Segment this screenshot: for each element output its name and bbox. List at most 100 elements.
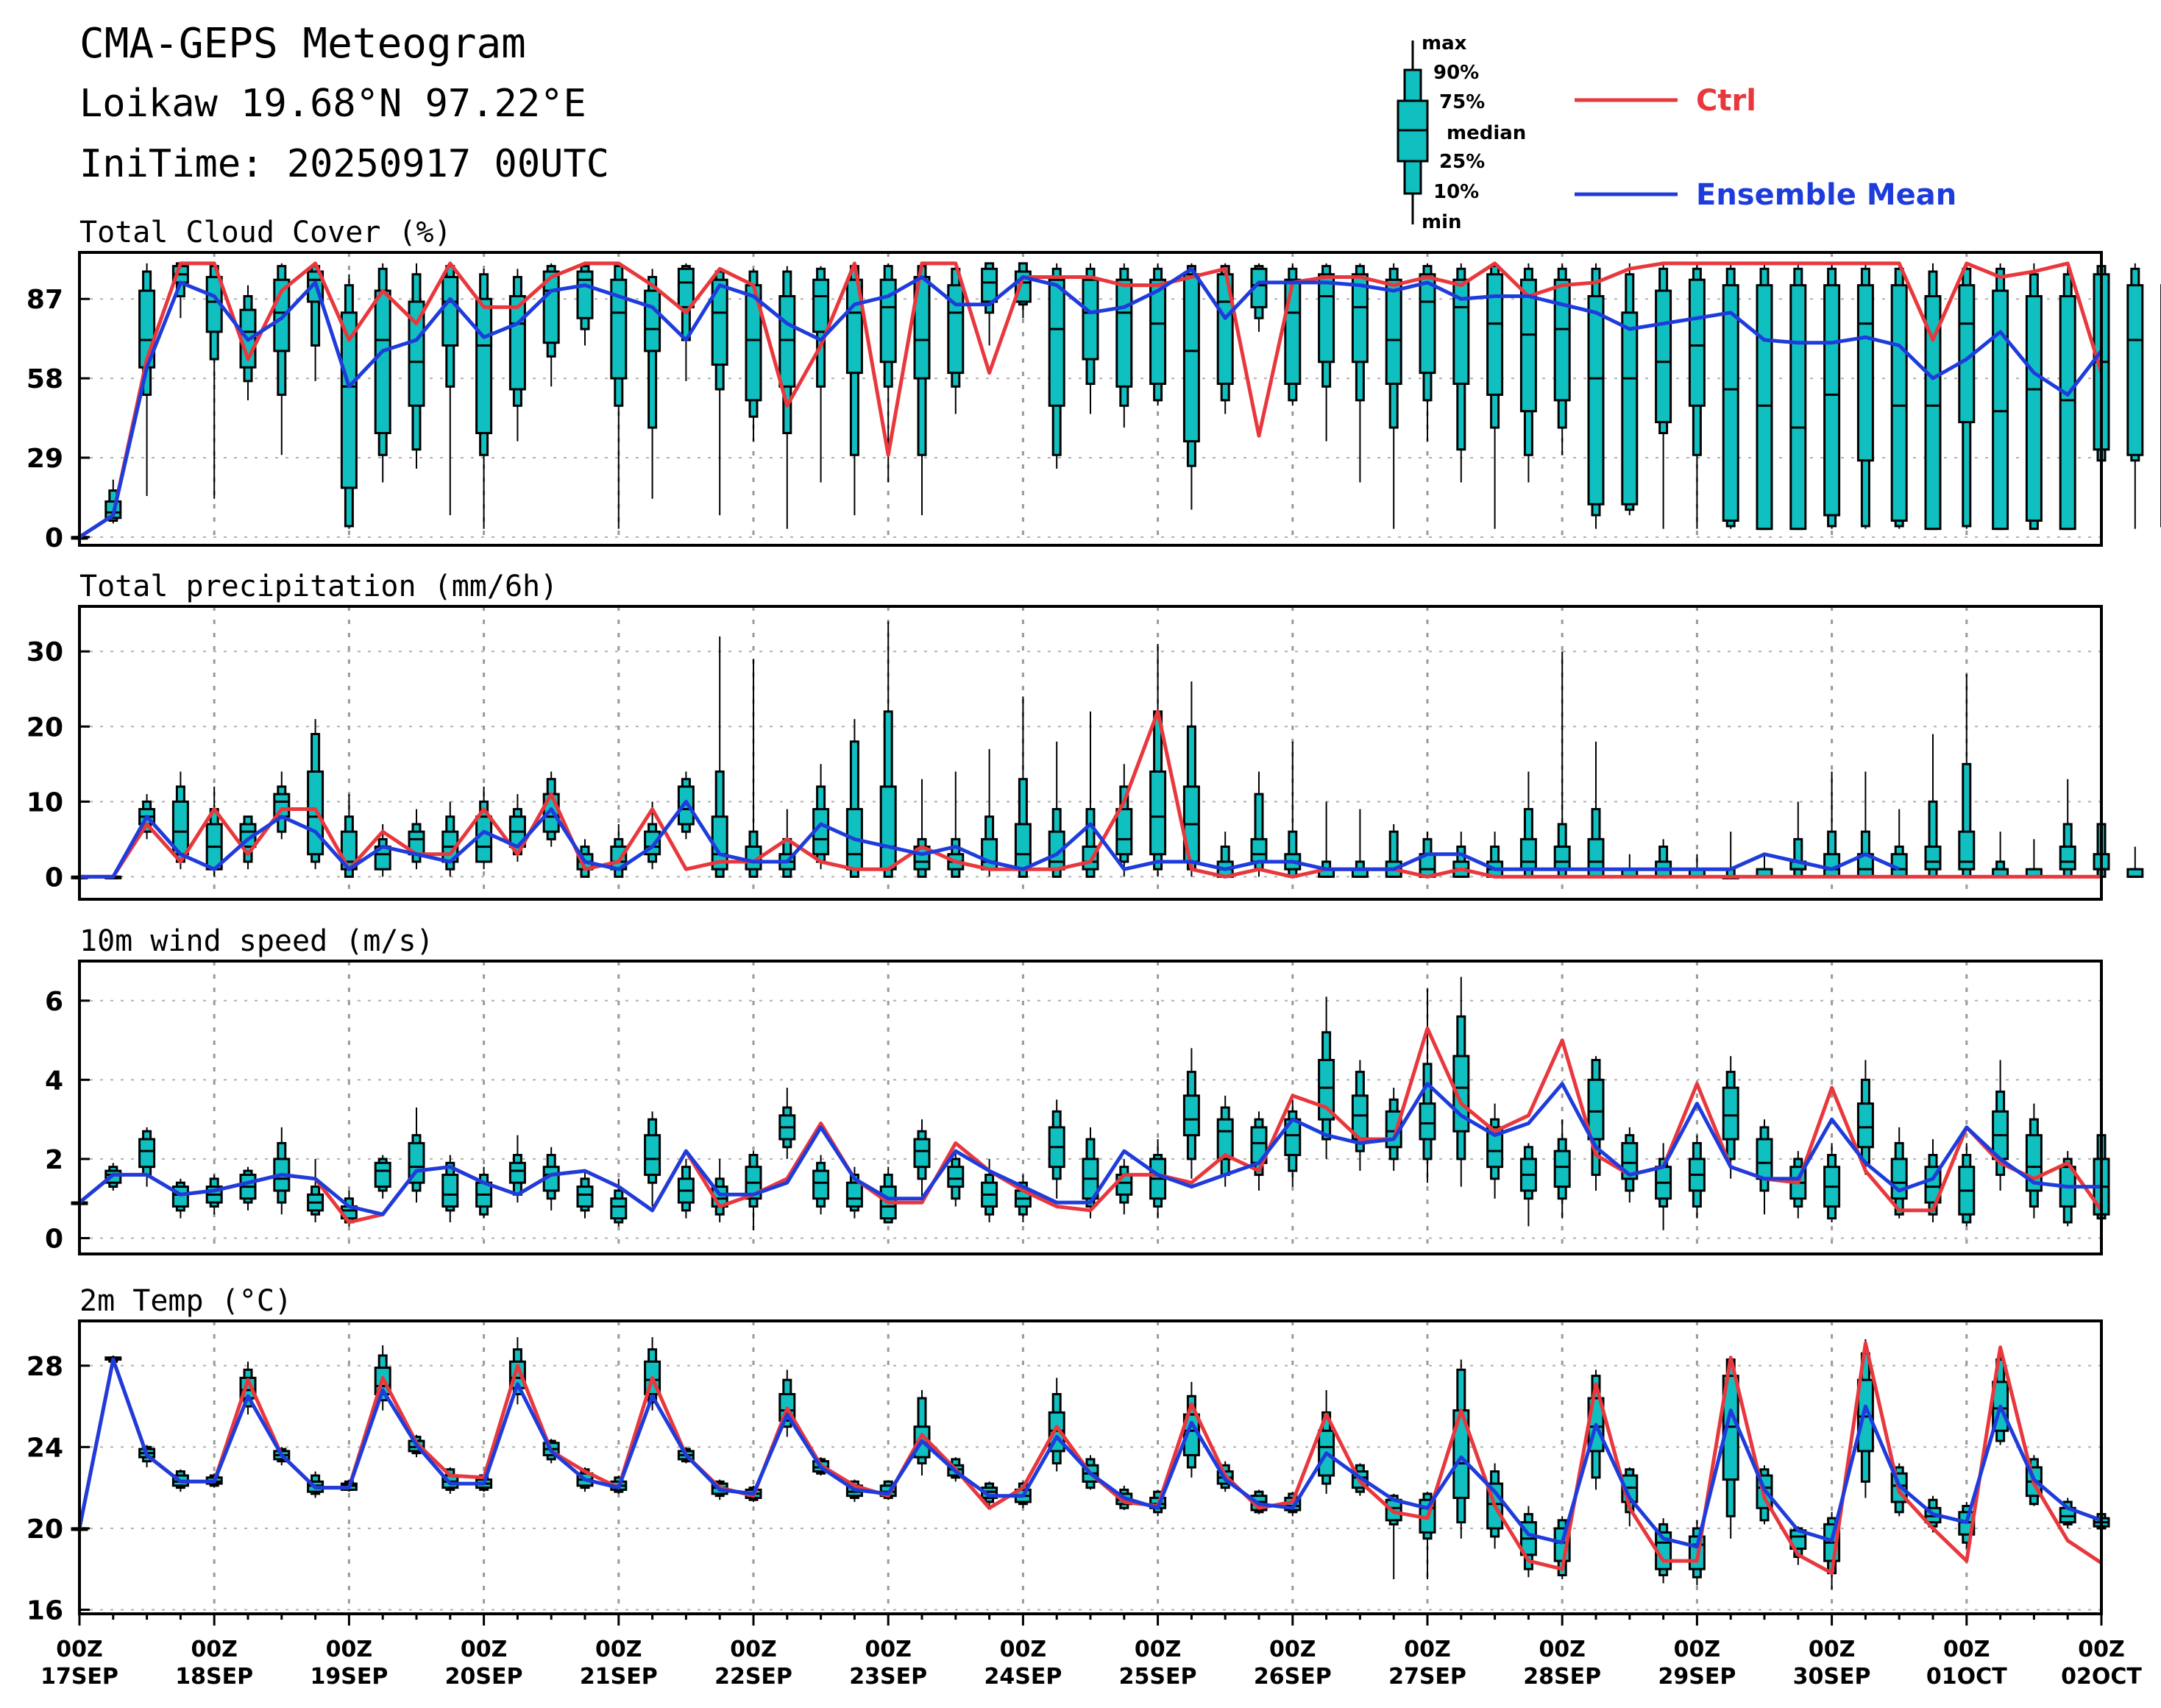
box-mark <box>273 771 291 840</box>
box-mark <box>1958 1143 1976 1227</box>
box-mark <box>1722 1357 1739 1539</box>
y-tick-label: 30 <box>26 637 63 667</box>
box-mark <box>1318 263 1335 442</box>
box-outer <box>1793 837 1803 878</box>
box-inner <box>677 785 695 826</box>
box-inner <box>475 815 493 863</box>
box-mark <box>644 269 661 499</box>
box-inner <box>1115 278 1133 388</box>
box-mark <box>1992 832 2009 878</box>
box-inner <box>576 270 594 319</box>
x-tick-label-hour: 00Z <box>595 1637 642 1662</box>
panel-title: 2m Temp (°C) <box>79 1284 292 1318</box>
box-mark <box>1924 263 1942 531</box>
box-mark <box>1486 263 1504 529</box>
legend-box-lower <box>1403 160 1422 195</box>
box-inner <box>1924 846 1942 871</box>
box-mark <box>1553 1119 1571 1219</box>
mean-series-line <box>79 1358 2101 1549</box>
box-mark <box>2059 263 2076 531</box>
box-mark <box>205 1174 223 1215</box>
y-tick-label: 0 <box>45 862 63 893</box>
box-mark <box>913 1389 931 1476</box>
box-mark <box>1856 1060 1874 1175</box>
box-inner <box>374 289 391 434</box>
box-mark <box>2059 779 2076 878</box>
box-inner <box>1722 1086 1739 1141</box>
box-mark <box>1519 771 1537 878</box>
box-inner <box>1351 273 1369 364</box>
box-mark <box>1014 696 1032 878</box>
box-inner <box>1149 278 1167 386</box>
x-tick-label-hour: 00Z <box>730 1637 777 1662</box>
box-mark <box>610 1178 628 1227</box>
box-inner <box>1553 278 1571 402</box>
box-mark <box>2126 846 2144 878</box>
box-inner <box>1452 278 1470 386</box>
box-inner <box>1587 837 1605 878</box>
box-inner <box>644 289 661 352</box>
box-mark <box>1014 1174 1032 1222</box>
box-inner <box>1048 278 1065 407</box>
x-tick-label-date: 22SEP <box>714 1664 792 1690</box>
y-tick-label: 4 <box>45 1066 63 1096</box>
legend: max 90% 75% median 25% 10% min Ctrl Ense… <box>1397 32 1956 233</box>
legend-mean-label: Ensemble Mean <box>1696 178 1956 212</box>
mean-series-line <box>79 266 2101 539</box>
box-mark <box>171 1178 189 1219</box>
box-mark <box>2126 263 2144 529</box>
box-mark <box>1587 1056 1605 1191</box>
box-mark <box>745 659 762 878</box>
box-mark <box>1823 263 1841 529</box>
box-mark <box>1318 1389 1335 1494</box>
box-mark <box>1655 263 1672 529</box>
x-tick-label-hour: 00Z <box>1809 1637 1856 1662</box>
x-tick-label-date: 20SEP <box>445 1664 523 1690</box>
x-tick-label-date: 18SEP <box>175 1664 253 1690</box>
box-mark <box>610 263 628 529</box>
box-mark <box>1924 734 1942 878</box>
y-tick-label: 28 <box>26 1352 63 1382</box>
box-inner <box>1890 1158 1908 1200</box>
box-mark <box>508 269 526 442</box>
box-mark <box>1722 1056 1739 1179</box>
box-mark <box>1688 263 1706 529</box>
x-tick-label-hour: 00Z <box>865 1637 912 1662</box>
box-mark <box>1486 1103 1504 1199</box>
box-mark <box>576 1171 594 1219</box>
x-tick-label-date: 19SEP <box>310 1664 388 1690</box>
box-inner <box>1655 289 1672 424</box>
box-inner <box>1890 284 1908 522</box>
box-inner <box>1756 1138 1773 1180</box>
panel-1: Total precipitation (mm/6h) 0 10 20 30 <box>26 570 2144 901</box>
box-inner <box>1486 1126 1504 1169</box>
box-inner <box>947 284 965 375</box>
box-inner <box>1419 1102 1436 1141</box>
box-mark <box>1789 1151 1807 1219</box>
box-inner <box>913 1138 931 1169</box>
y-tick-label: 87 <box>26 285 63 315</box>
box-mark <box>879 621 897 878</box>
box-inner <box>307 770 324 856</box>
box-inner <box>1284 278 1302 386</box>
box-outer <box>647 275 658 429</box>
x-tick-label-date: 21SEP <box>580 1664 658 1690</box>
box-inner <box>1789 284 1807 531</box>
box-inner <box>576 1186 594 1208</box>
box-mark <box>1789 801 1807 878</box>
box-mark <box>475 786 493 870</box>
panel-title: 10m wind speed (m/s) <box>79 924 434 958</box>
box-mark <box>1351 263 1369 483</box>
box-mark <box>1452 977 1470 1187</box>
box-mark <box>1587 741 1605 878</box>
box-mark <box>845 719 863 878</box>
ctrl-series-line <box>79 261 2101 539</box>
box-inner <box>677 267 695 308</box>
box-mark <box>1419 263 1436 442</box>
box-mark <box>845 1166 863 1219</box>
y-tick-label: 6 <box>45 987 63 1017</box>
box-inner <box>1519 278 1537 413</box>
box-mark <box>677 263 695 381</box>
box-mark <box>1722 832 1739 879</box>
panel-frame <box>78 605 2103 901</box>
